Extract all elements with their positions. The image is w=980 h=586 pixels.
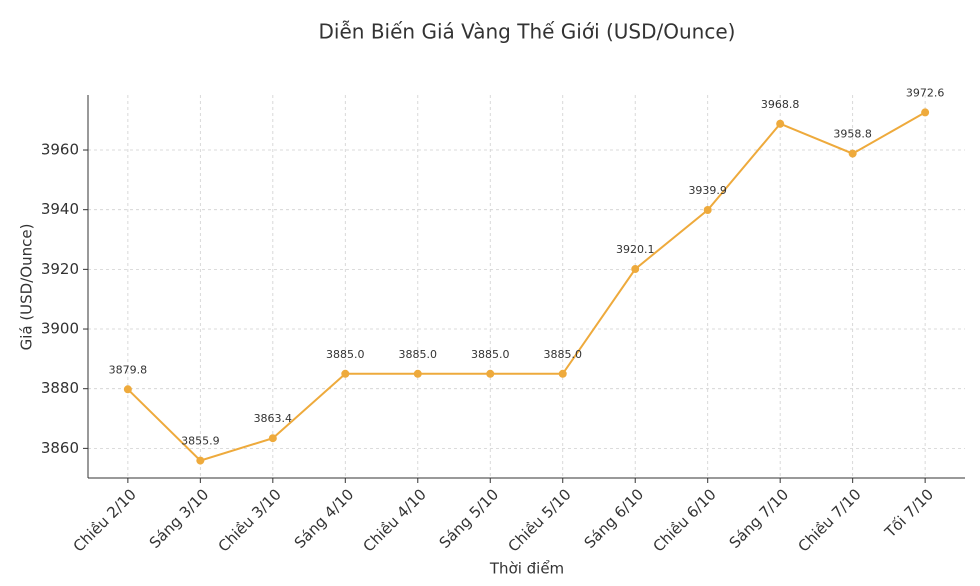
- value-label: 3885.0: [399, 348, 438, 361]
- x-tick-label: Chiều 6/10: [649, 485, 719, 555]
- y-tick-label: 3860: [41, 439, 79, 457]
- value-label: 3879.8: [109, 363, 148, 376]
- point: [196, 456, 205, 465]
- y-tick-label: 3940: [41, 200, 79, 218]
- value-label: 3939.9: [688, 184, 727, 197]
- y-tick-label: 3920: [41, 260, 79, 278]
- y-tick-label: 3960: [41, 141, 79, 159]
- chart-title: Diễn Biến Giá Vàng Thế Giới (USD/Ounce): [319, 20, 736, 44]
- value-label: 3920.1: [616, 243, 655, 256]
- x-tick-label: Sáng 6/10: [581, 485, 648, 552]
- point: [268, 434, 277, 443]
- x-tick-label: Sáng 3/10: [146, 485, 213, 552]
- value-label: 3958.8: [833, 128, 872, 141]
- point: [848, 149, 857, 158]
- y-tick-label: 3900: [41, 320, 79, 338]
- value-label: 3885.0: [471, 348, 510, 361]
- value-label: 3885.0: [326, 348, 365, 361]
- x-tick-label: Chiều 5/10: [505, 485, 575, 555]
- line: [127, 111, 926, 462]
- x-tick-label: Chiều 4/10: [360, 485, 430, 555]
- x-tick-label: Chiều 3/10: [215, 485, 285, 555]
- point: [631, 265, 640, 274]
- point: [776, 119, 785, 128]
- x-tick-label: Tối 7/10: [881, 485, 938, 542]
- y-axis-label: Giá (USD/Ounce): [18, 224, 36, 351]
- value-label: 3863.4: [254, 412, 293, 425]
- value-label: 3855.9: [181, 435, 220, 448]
- x-tick-label: Chiều 7/10: [794, 485, 864, 555]
- x-tick-label: Sáng 5/10: [436, 485, 503, 552]
- x-axis-label: Thời điểm: [489, 560, 564, 578]
- point: [413, 369, 422, 378]
- point: [558, 369, 567, 378]
- point: [341, 369, 350, 378]
- x-tick-label: Sáng 7/10: [726, 485, 793, 552]
- value-label: 3968.8: [761, 98, 800, 111]
- point: [921, 108, 930, 117]
- x-tick-label: Sáng 4/10: [291, 485, 358, 552]
- x-tick-label: Chiều 2/10: [70, 485, 140, 555]
- value-label: 3972.6: [906, 86, 945, 99]
- point: [486, 369, 495, 378]
- y-tick-label: 3880: [41, 379, 79, 397]
- point: [123, 385, 132, 394]
- point: [703, 205, 712, 214]
- value-label: 3885.0: [543, 348, 582, 361]
